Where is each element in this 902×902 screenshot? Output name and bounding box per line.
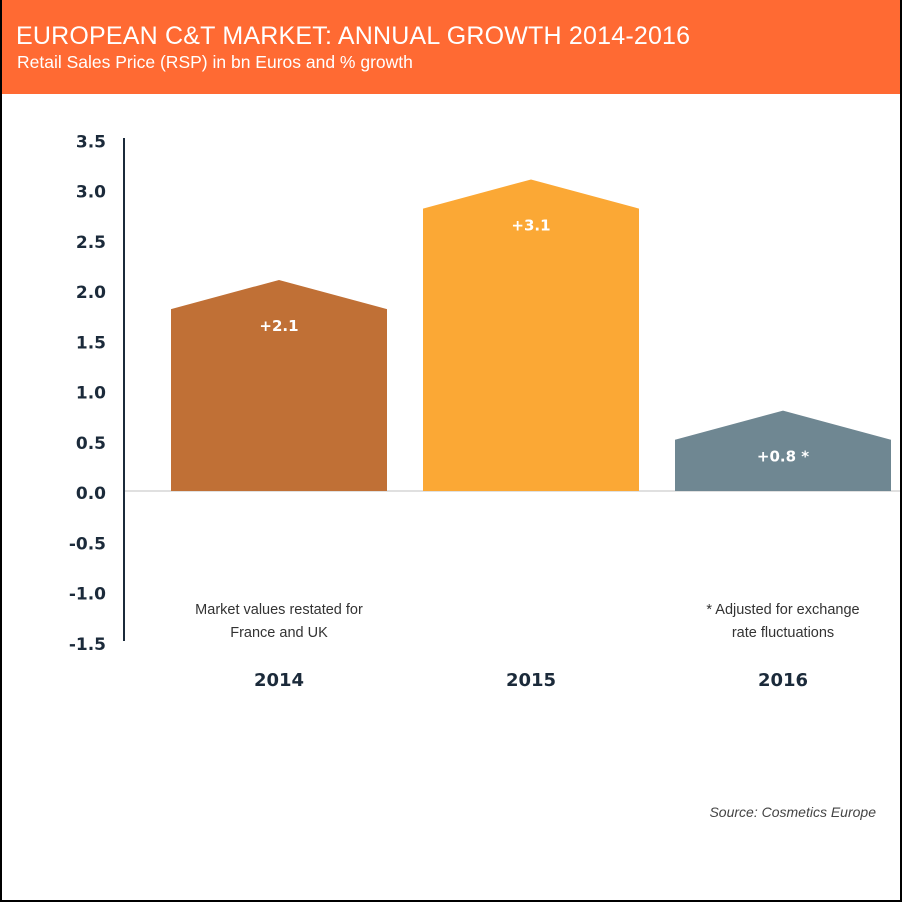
annotation-text: rate fluctuations bbox=[732, 625, 834, 641]
y-tick-label: 1.5 bbox=[76, 333, 106, 353]
annotation-text: Market values restated for bbox=[195, 602, 363, 618]
bar-2016 bbox=[675, 410, 891, 491]
y-tick-label: 2.5 bbox=[76, 233, 106, 253]
bar-data-label: +2.1 bbox=[259, 317, 298, 335]
y-tick-label: 0.0 bbox=[76, 484, 106, 504]
annotations: Market values restated for France and UK *… bbox=[195, 602, 859, 641]
x-tick-label: 2016 bbox=[758, 670, 808, 691]
chart-title: EUROPEAN C&T MARKET: ANNUAL GROWTH 2014-… bbox=[16, 22, 691, 50]
bar-2014 bbox=[171, 279, 387, 491]
bar-2015 bbox=[423, 179, 639, 491]
y-axis-ticks: 3.5 3.0 2.5 2.0 1.5 1.0 0.5 0.0 -0.5 -1.0 -1.5 bbox=[69, 132, 106, 655]
y-tick-label: 3.5 bbox=[76, 132, 106, 152]
y-tick-label: 0.5 bbox=[76, 434, 106, 454]
bars: +2.1 +3.1 +0.8 * bbox=[171, 179, 891, 491]
x-tick-label: 2015 bbox=[506, 670, 556, 691]
y-tick-label: 2.0 bbox=[76, 283, 106, 303]
bar-data-label: +0.8 * bbox=[757, 448, 809, 466]
y-tick-label: -1.0 bbox=[69, 585, 106, 605]
y-tick-label: -1.5 bbox=[69, 635, 106, 655]
y-tick-label: -0.5 bbox=[69, 534, 106, 554]
chart-header: EUROPEAN C&T MARKET: ANNUAL GROWTH 2014-… bbox=[2, 0, 900, 94]
bar-data-label: +3.1 bbox=[511, 217, 550, 235]
annotation-text: France and UK bbox=[230, 625, 328, 641]
annotation-text: * Adjusted for exchange bbox=[706, 602, 859, 618]
chart-subtitle: Retail Sales Price (RSP) in bn Euros and… bbox=[17, 52, 413, 72]
y-tick-label: 1.0 bbox=[76, 384, 106, 404]
y-tick-label: 3.0 bbox=[76, 183, 106, 203]
x-axis-labels: 2014 2015 2016 bbox=[254, 670, 808, 691]
x-tick-label: 2014 bbox=[254, 670, 304, 691]
source-note: Source: Cosmetics Europe bbox=[709, 804, 876, 820]
